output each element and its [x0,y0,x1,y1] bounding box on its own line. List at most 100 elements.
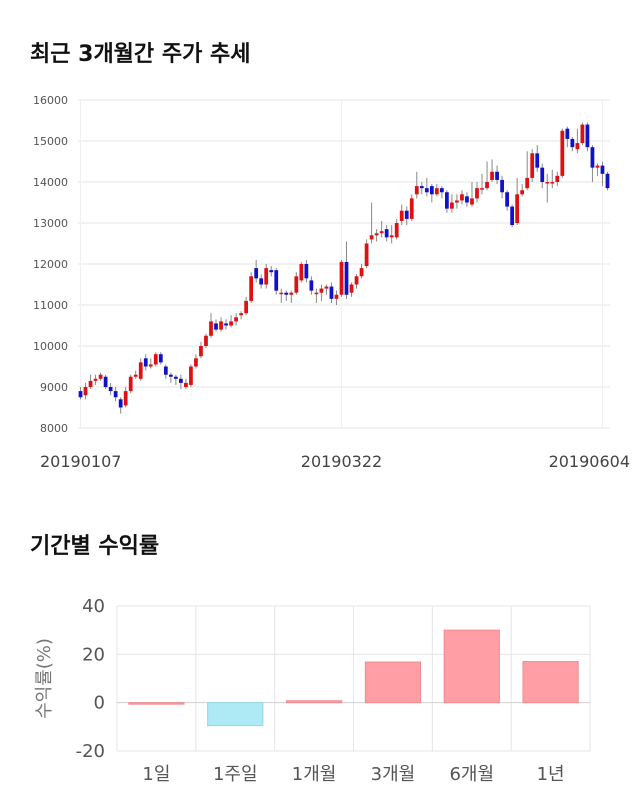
candle [179,378,183,383]
candle [565,128,570,139]
candle [83,387,88,396]
candle [344,261,349,295]
y-tick-label: 0 [94,693,105,714]
candle [404,210,409,219]
candle [78,391,83,398]
candle [490,171,494,180]
candle [113,391,118,398]
x-tick-label: 20190322 [301,452,382,471]
candle [389,235,394,238]
bar [364,661,422,704]
candle [133,374,138,377]
bar [207,702,264,727]
candle [414,186,419,195]
candle [264,268,269,285]
bar [443,629,500,704]
candle [349,284,354,293]
candle [585,124,590,148]
candle [520,190,525,195]
candle [505,192,509,207]
candle [214,323,218,330]
candle [184,382,188,387]
candle [384,229,389,238]
candle [450,202,454,209]
candle [153,354,158,365]
candle [98,374,103,379]
candle [138,362,143,379]
candle [429,186,434,195]
candle [399,210,404,221]
y-tick-label: 40 [82,596,105,617]
candle [254,268,259,279]
candle [394,223,399,238]
y-tick-label: 11000 [33,299,68,312]
candle [163,366,168,375]
candle [103,376,108,387]
candle [289,292,294,295]
candle [294,276,299,293]
candle [500,179,504,193]
candle [605,173,610,189]
candle [279,292,284,295]
y-tick-label: -20 [76,741,105,762]
candle [148,364,153,367]
category-label: 6개월 [449,764,494,785]
candle [369,235,374,240]
candle [530,153,535,178]
candle [424,188,429,193]
candle [575,143,580,150]
candle [329,286,334,299]
candle [173,376,178,379]
candle [439,188,444,193]
candle [374,233,379,236]
returns-title: 기간별 수익률 [30,534,160,559]
category-label: 3개월 [371,764,416,785]
candle [495,171,499,180]
candle [540,167,545,182]
y-tick-label: 12000 [33,258,68,271]
candle [168,374,173,377]
candle [199,346,203,357]
bar [285,700,343,704]
candle [158,354,163,363]
candle [304,264,309,279]
y-tick-label: 13000 [33,217,68,230]
bar [522,661,579,704]
candle [465,196,469,203]
y-tick-label: 14000 [33,176,68,189]
candle [359,268,364,277]
candle [324,286,329,289]
candle [570,138,575,148]
y-tick-label: 9000 [40,381,68,394]
category-label: 1년 [537,764,565,785]
x-tick-label: 20190107 [40,452,121,471]
candle [88,380,93,387]
candle [434,188,439,195]
candle [475,188,479,199]
y-tick-label: 15000 [33,135,68,148]
y-tick-label: 8000 [40,422,68,435]
candle [515,194,520,223]
candle [525,177,530,189]
candle [224,323,228,326]
candle [550,182,555,184]
candle [485,182,489,189]
candle [364,243,369,267]
y-tick-label: 16000 [33,94,68,107]
candle [239,313,243,316]
candle [535,153,540,168]
candle [419,186,424,189]
candle [123,391,128,406]
candle [455,200,459,203]
candle [595,165,600,168]
y-tick-label: 10000 [33,340,68,353]
candle [480,188,484,190]
candle [319,288,324,293]
candle [284,292,289,295]
candle [259,278,264,285]
category-label: 1개월 [292,764,337,785]
candle [209,321,213,336]
candle [118,399,123,408]
y-tick-label: 20 [82,644,105,665]
